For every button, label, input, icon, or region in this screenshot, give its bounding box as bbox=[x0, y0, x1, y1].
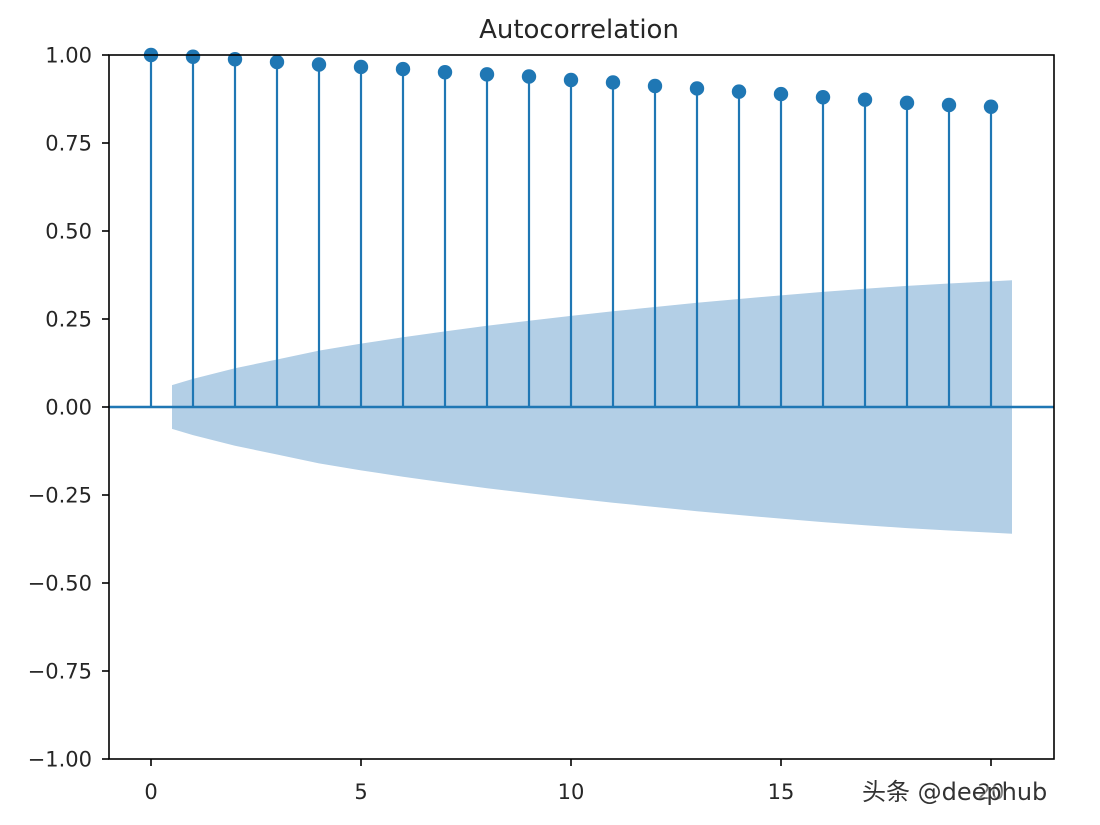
y-tick-label: −0.25 bbox=[28, 484, 92, 508]
watermark-text: 头条 @deephub bbox=[862, 778, 1048, 806]
stem-marker bbox=[815, 90, 831, 105]
x-tick-label: 0 bbox=[144, 780, 157, 804]
stem-marker bbox=[311, 57, 327, 72]
stem-marker bbox=[857, 92, 873, 107]
y-tick-label: 0.25 bbox=[45, 308, 92, 332]
y-tick-label: 0.75 bbox=[45, 132, 92, 156]
chart-title: Autocorrelation bbox=[479, 15, 679, 45]
x-tick-label: 20 bbox=[978, 780, 1005, 804]
x-tick-label: 10 bbox=[558, 780, 585, 804]
stem-series bbox=[143, 47, 999, 407]
x-axis: 0 5 10 15 20 bbox=[144, 759, 1004, 804]
x-tick-label: 5 bbox=[354, 780, 367, 804]
stem-marker bbox=[521, 69, 537, 84]
y-tick-label: −0.50 bbox=[28, 572, 92, 596]
stem-marker bbox=[605, 75, 621, 90]
stem-marker bbox=[731, 84, 747, 99]
stem-marker bbox=[689, 81, 705, 96]
stem-marker bbox=[983, 99, 999, 114]
stem-marker bbox=[437, 65, 453, 80]
stem-marker bbox=[185, 49, 201, 64]
stem-marker bbox=[227, 52, 243, 67]
stem-marker bbox=[479, 67, 495, 82]
y-tick-label: 0.00 bbox=[45, 396, 92, 420]
x-tick-label: 15 bbox=[768, 780, 795, 804]
stem-marker bbox=[773, 86, 789, 102]
stem-marker bbox=[563, 72, 579, 88]
y-tick-label: −1.00 bbox=[28, 748, 92, 772]
y-axis: −1.00 −0.75 −0.50 −0.25 0.00 0.25 0.50 0.75 1.00 bbox=[28, 44, 109, 772]
stem-marker bbox=[395, 61, 411, 77]
y-tick-label: −0.75 bbox=[28, 660, 92, 684]
stem-marker bbox=[941, 97, 957, 113]
stem-marker bbox=[353, 59, 369, 75]
y-tick-label: 0.50 bbox=[45, 220, 92, 244]
stem-marker bbox=[269, 54, 285, 70]
stem-marker bbox=[899, 95, 915, 111]
stem-marker bbox=[647, 78, 663, 94]
y-tick-label: 1.00 bbox=[45, 44, 92, 68]
